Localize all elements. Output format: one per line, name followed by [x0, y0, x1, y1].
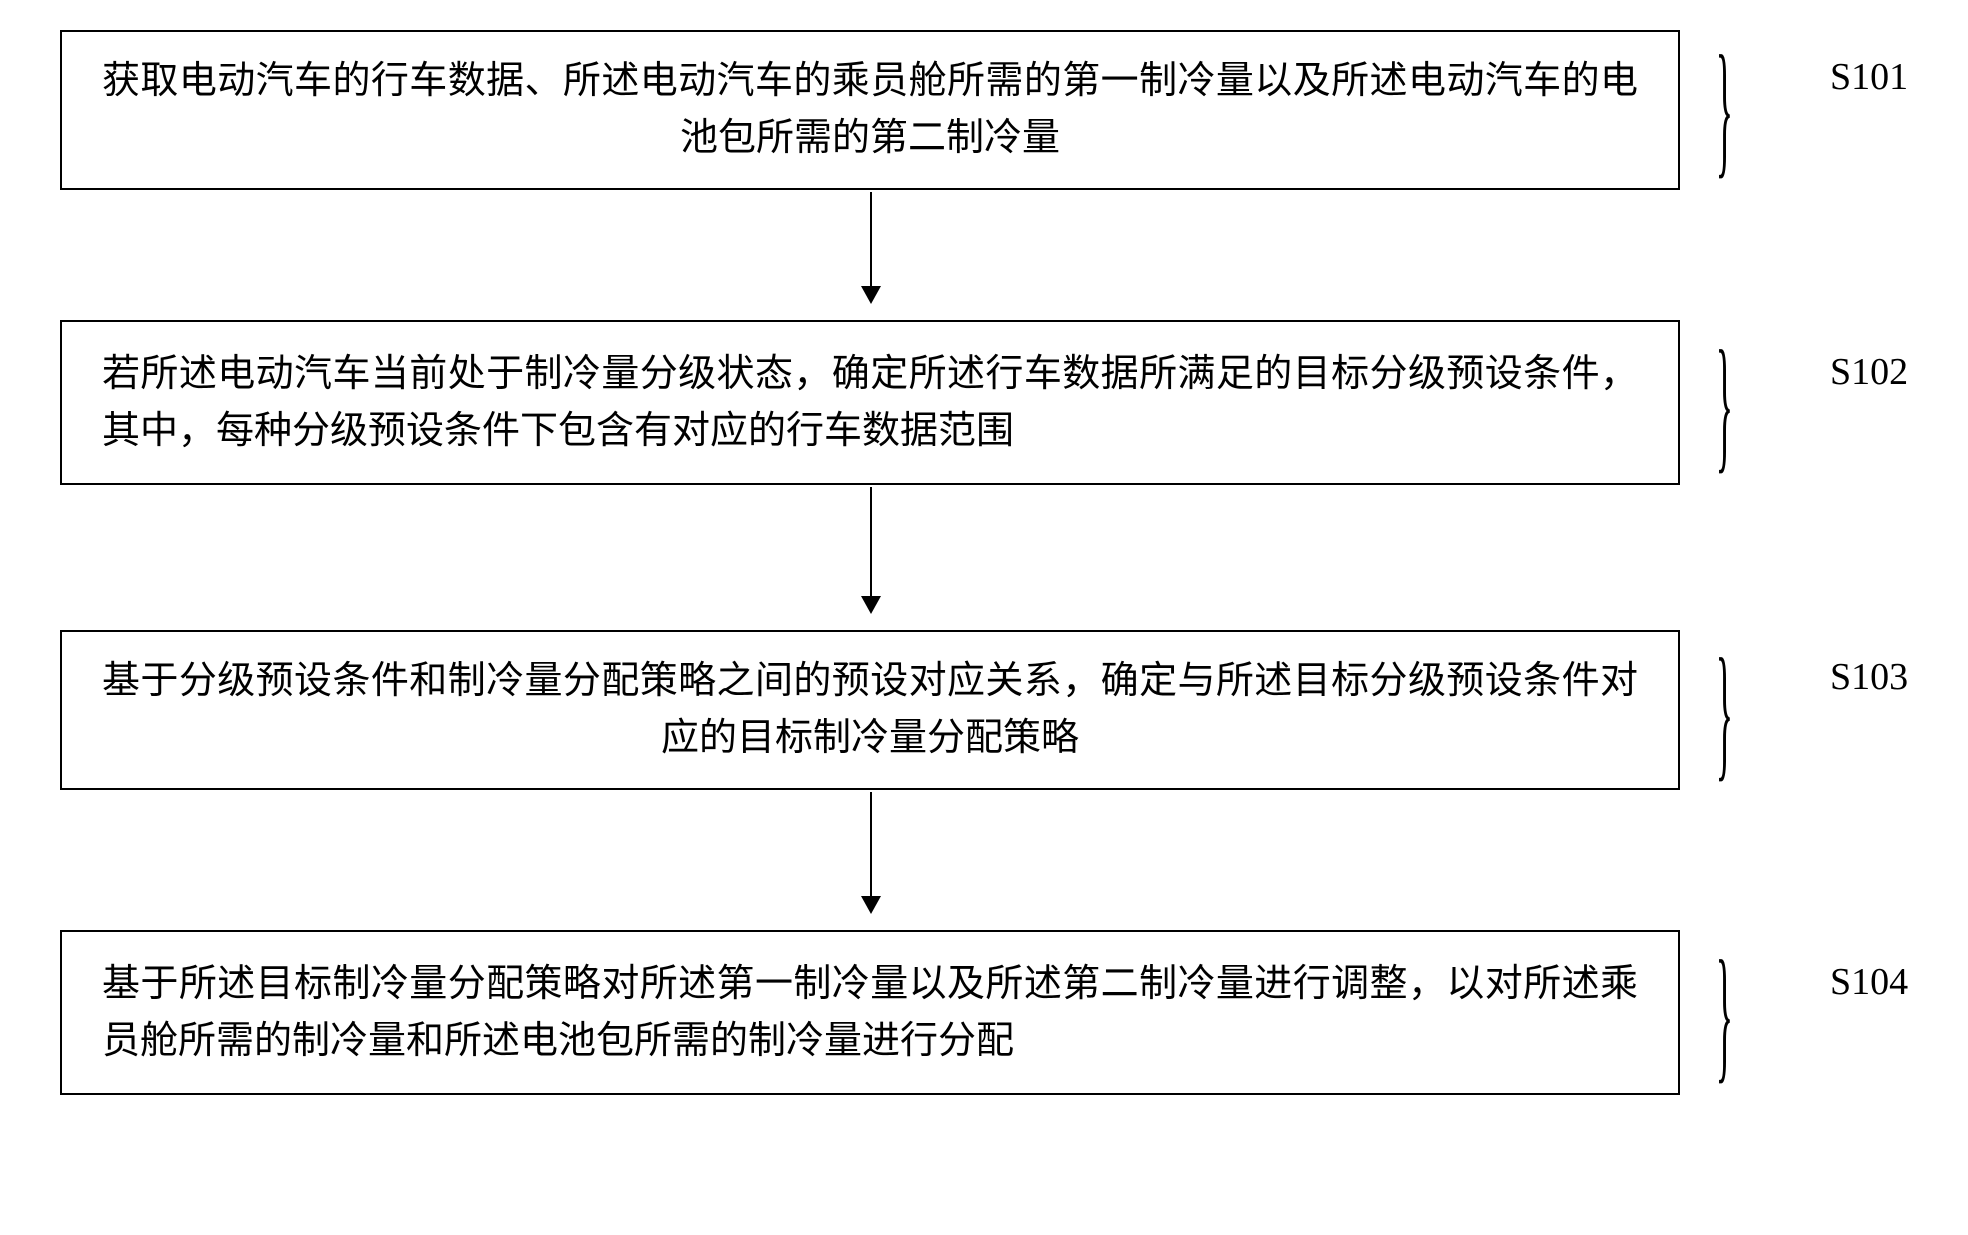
- step-text: 获取电动汽车的行车数据、所述电动汽车的乘员舱所需的第一制冷量以及所述电动汽车的电…: [102, 53, 1638, 167]
- flow-arrow: [870, 792, 872, 912]
- step-label-s103: S103: [1830, 655, 1908, 699]
- step-text: 基于分级预设条件和制冷量分配策略之间的预设对应关系，确定与所述目标分级预设条件对…: [102, 653, 1638, 767]
- flowchart-step-s104: 基于所述目标制冷量分配策略对所述第一制冷量以及所述第二制冷量进行调整，以对所述乘…: [60, 930, 1680, 1095]
- flow-arrow: [870, 192, 872, 302]
- step-label-s102: S102: [1830, 350, 1908, 394]
- step-label-s101: S101: [1830, 55, 1908, 99]
- brace-icon: }: [1716, 318, 1733, 491]
- step-label-s104: S104: [1830, 960, 1908, 1004]
- step-text: 基于所述目标制冷量分配策略对所述第一制冷量以及所述第二制冷量进行调整，以对所述乘…: [102, 956, 1638, 1070]
- flowchart-step-s102: 若所述电动汽车当前处于制冷量分级状态，确定所述行车数据所满足的目标分级预设条件，…: [60, 320, 1680, 485]
- brace-icon: }: [1716, 626, 1733, 799]
- flowchart-container: 获取电动汽车的行车数据、所述电动汽车的乘员舱所需的第一制冷量以及所述电动汽车的电…: [0, 0, 1968, 1235]
- brace-icon: }: [1716, 928, 1733, 1101]
- brace-icon: }: [1716, 23, 1733, 196]
- step-text: 若所述电动汽车当前处于制冷量分级状态，确定所述行车数据所满足的目标分级预设条件，…: [102, 346, 1638, 460]
- flowchart-step-s103: 基于分级预设条件和制冷量分配策略之间的预设对应关系，确定与所述目标分级预设条件对…: [60, 630, 1680, 790]
- flowchart-step-s101: 获取电动汽车的行车数据、所述电动汽车的乘员舱所需的第一制冷量以及所述电动汽车的电…: [60, 30, 1680, 190]
- flow-arrow: [870, 487, 872, 612]
